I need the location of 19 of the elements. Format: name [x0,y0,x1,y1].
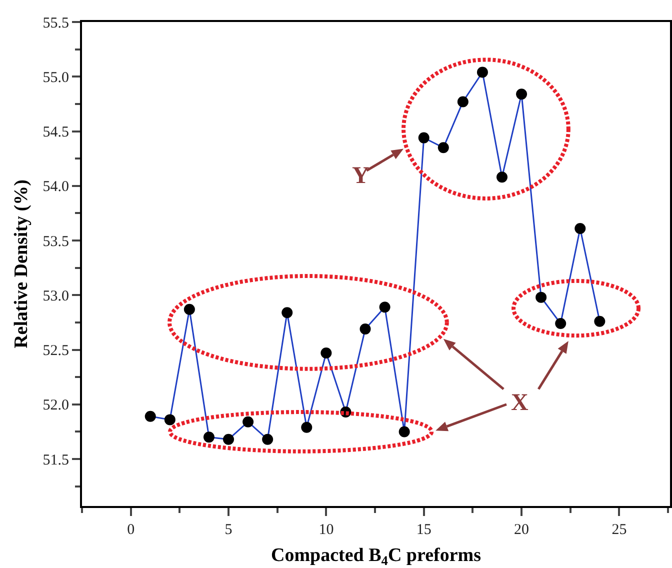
y-tick-label: 55.0 [42,70,69,86]
annotation: X [511,390,529,416]
y-tick-label: 53.0 [42,288,69,304]
x-tick-label: 15 [416,522,432,538]
x-tick-label: 20 [514,522,530,538]
y-tick-label: 54.5 [42,124,69,141]
x-tick-label: 10 [318,522,334,538]
x-tick-label: 5 [224,522,232,538]
y-axis-title: Relative Density (%) [11,180,32,348]
y-tick-label: 53.5 [42,234,69,250]
x-tick-label: 25 [612,522,627,538]
y-tick-label: 51.5 [42,452,69,468]
y-tick-label: 54.0 [42,179,69,196]
x-tick-label: 0 [127,522,135,538]
y-tick-label: 55.5 [42,15,69,32]
y-tick-label: 52.5 [42,343,69,360]
y-tick-label: 52.0 [42,398,69,414]
annotation: Y [352,163,370,189]
x-axis-title: Compacted B$_{4}$C preforms [270,545,482,568]
